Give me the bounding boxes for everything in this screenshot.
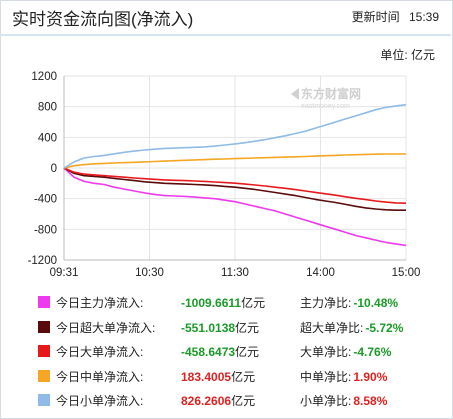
x-tick-label: 15:00	[392, 267, 421, 279]
legend-value-number: 826.2606	[181, 394, 232, 408]
y-tick-label: -400	[34, 194, 57, 206]
series-line-4	[63, 153, 407, 169]
legend-ratio-value: -4.76%	[353, 345, 392, 359]
legend-value: 183.4005亿元	[181, 368, 255, 385]
legend-value: -458.6473亿元	[181, 343, 259, 360]
legend-swatch	[38, 369, 50, 382]
legend-value-unit: 亿元	[235, 320, 260, 335]
legend-value-number: -1009.6611	[181, 296, 242, 310]
legend-label: 今日主力净流入:	[56, 296, 144, 310]
legend-label: 今日中单净流入:	[56, 369, 144, 384]
chart-title: 实时资金流向图(净流入)	[12, 10, 194, 29]
legend-swatch	[38, 394, 50, 406]
x-tick-label: 10:30	[135, 267, 164, 279]
legend-value-number: -458.6473	[181, 345, 236, 359]
legend-ratio-label: 中单净比: 1.90%	[300, 369, 388, 384]
series-line-2	[63, 167, 406, 211]
legend-label: 今日大单净流入:	[56, 345, 144, 359]
legend-label: 今日小单净流入:	[56, 394, 144, 408]
legend-value: 826.2606亿元	[181, 392, 255, 409]
x-tick-label: 09:31	[50, 267, 79, 279]
update-time-value: 15:39	[408, 10, 439, 24]
legend-ratio-label: 主力净比: -10.48%	[300, 296, 399, 310]
legend-table: 今日主力净流入: -1009.6611亿元 主力净比: -10.48% 今日超大单净流入…	[38, 292, 448, 415]
legend-swatch	[38, 345, 50, 357]
series-line-3	[63, 167, 407, 204]
legend-value-unit: 亿元	[231, 394, 256, 408]
legend-ratio-value: -10.48%	[353, 296, 399, 310]
x-tick-label: 11:30	[221, 267, 249, 279]
header-bar: 实时资金流向图(净流入) 更新时间 15:39	[0, 0, 451, 36]
legend-swatch	[38, 320, 50, 333]
legend-value-unit: 亿元	[235, 345, 260, 359]
watermark-domain: eastmoney.com	[301, 103, 350, 110]
legend-value: -1009.6611亿元	[181, 294, 265, 311]
legend-label: 今日超大单净流入:	[56, 320, 156, 335]
legend-value-number: 183.4005	[181, 369, 232, 384]
legend-value: -551.0138亿元	[181, 319, 259, 336]
legend-ratio-value: 8.58%	[353, 394, 388, 408]
legend-row: 今日超大单净流入: -551.0138亿元 超大单净比: -5.72%	[38, 317, 448, 342]
unit-label: 单位: 亿元	[380, 48, 435, 62]
legend-ratio-value: 1.90%	[353, 369, 388, 384]
update-time-label: 更新时间	[351, 10, 400, 24]
series-line-1	[63, 167, 407, 247]
y-tick-label: 800	[38, 102, 57, 114]
y-tick-label: 400	[38, 132, 57, 144]
y-tick-label: 1200	[31, 71, 57, 83]
update-time-group: 更新时间 15:39	[352, 8, 439, 25]
y-tick-label: -800	[34, 224, 57, 236]
y-tick-label: 0	[51, 163, 57, 175]
legend-row: 今日中单净流入: 183.4005亿元 中单净比: 1.90%	[38, 366, 448, 391]
legend-ratio-label: 超大单净比: -5.72%	[300, 320, 404, 335]
series-line-5	[63, 103, 407, 169]
x-tick-label: 14:00	[306, 267, 335, 279]
legend-ratio-label: 小单净比: 8.58%	[300, 394, 388, 408]
legend-ratio-label: 大单净比: -4.76%	[300, 345, 392, 359]
legend-ratio-value: -5.72%	[365, 320, 404, 335]
legend-row: 今日小单净流入: 826.2606亿元 小单净比: 8.58%	[38, 390, 448, 415]
legend-row: 今日主力净流入: -1009.6611亿元 主力净比: -10.48%	[38, 292, 448, 317]
legend-swatch	[38, 296, 50, 308]
watermark-logo-icon	[291, 88, 299, 100]
legend-value-unit: 亿元	[231, 369, 256, 384]
legend-row: 今日大单净流入: -458.6473亿元 大单净比: -4.76%	[38, 341, 448, 366]
watermark-brand: 东方财富网	[301, 86, 361, 101]
legend-value-unit: 亿元	[241, 296, 266, 310]
y-tick-label: -1200	[28, 255, 57, 267]
legend-value-number: -551.0138	[181, 320, 236, 335]
